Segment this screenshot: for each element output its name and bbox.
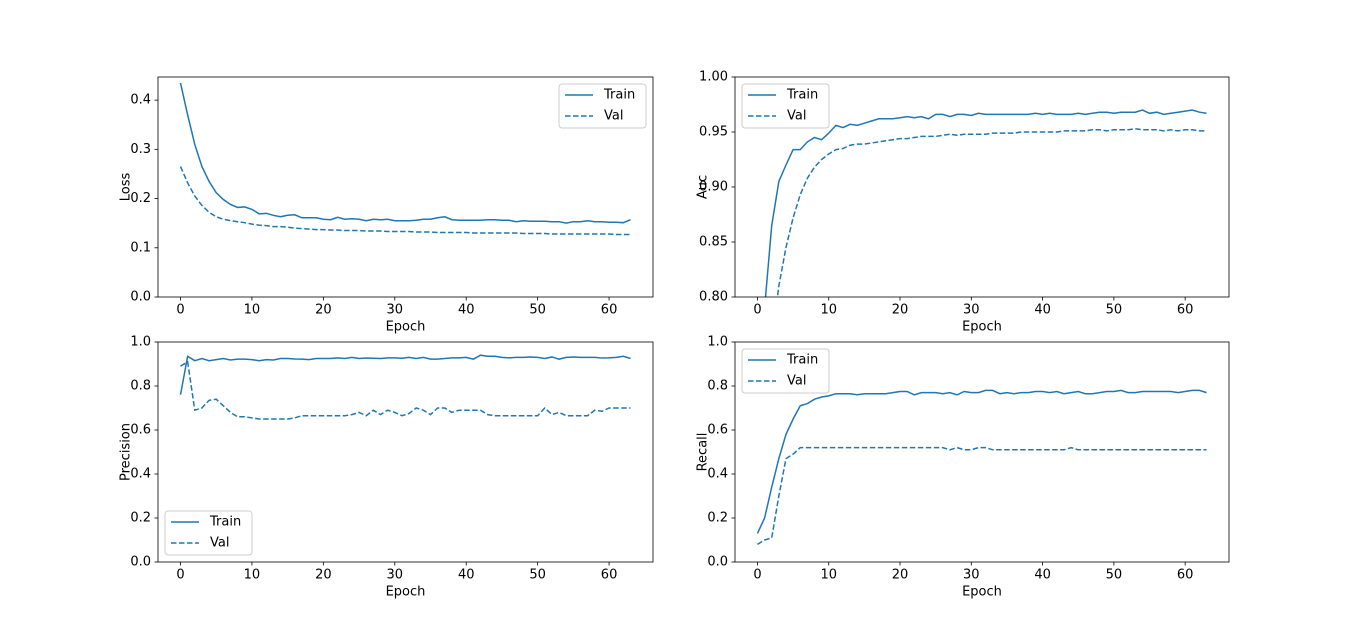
x-tick-label: 50: [529, 303, 546, 318]
y-tick-label: 0.95: [699, 125, 728, 140]
legend: Train Val: [558, 83, 647, 129]
y-tick-label: 1.0: [130, 335, 151, 350]
legend-label: Train: [786, 353, 818, 368]
y-axis-label: Precision: [119, 423, 134, 481]
y-tick-label: 0.3: [130, 142, 151, 157]
series-line: [179, 166, 631, 236]
x-tick-label: 60: [601, 303, 618, 318]
x-axis-label: Epoch: [386, 585, 426, 600]
x-tick-label: 60: [601, 568, 618, 583]
x-tick-label: 0: [753, 303, 761, 318]
x-tick-label: 40: [1034, 303, 1051, 318]
x-tick-label: 50: [1106, 303, 1123, 318]
x-axis-label: Epoch: [962, 320, 1002, 335]
legend-label: Train: [209, 515, 241, 530]
x-axis-label: Epoch: [386, 320, 426, 335]
y-tick-label: 0.0: [130, 555, 151, 570]
x-tick-label: 30: [963, 568, 980, 583]
x-tick-label: 50: [1106, 568, 1123, 583]
x-tick-label: 10: [244, 568, 261, 583]
x-tick-label: 20: [892, 303, 909, 318]
x-axis-label: Epoch: [962, 585, 1002, 600]
series-line: [776, 127, 1207, 297]
x-tick-label: 0: [176, 303, 184, 318]
y-tick-label: 0.4: [130, 93, 151, 108]
legend-label: Val: [604, 109, 623, 124]
axes-frame: [157, 341, 654, 563]
series-line: [757, 446, 1207, 546]
axes-frame: [734, 341, 1230, 563]
x-tick-label: 60: [1177, 303, 1194, 318]
y-tick-label: 0.6: [707, 423, 728, 438]
y-tick-label: 1.00: [699, 70, 728, 85]
y-tick-label: 0.8: [707, 379, 728, 394]
x-tick-label: 10: [820, 568, 837, 583]
axes-frame: [157, 76, 654, 298]
y-tick-label: 0.8: [130, 379, 151, 394]
x-tick-label: 30: [963, 303, 980, 318]
legend-label: Val: [787, 109, 806, 124]
legend: Train Val: [741, 83, 830, 129]
legend: Train Val: [164, 510, 253, 556]
x-tick-label: 30: [387, 303, 404, 318]
x-tick-label: 0: [176, 568, 184, 583]
x-tick-label: 40: [458, 303, 475, 318]
legend-label: Val: [787, 374, 806, 389]
series-line: [764, 109, 1207, 297]
x-tick-label: 20: [892, 568, 909, 583]
x-tick-label: 30: [387, 568, 404, 583]
y-tick-label: 0.1: [130, 240, 151, 255]
y-tick-label: 0.4: [130, 467, 151, 482]
legend-label: Val: [210, 536, 229, 551]
y-axis-label: Recall: [696, 433, 711, 472]
x-tick-label: 50: [529, 568, 546, 583]
legend-label: Train: [786, 88, 818, 103]
y-tick-label: 0.6: [130, 423, 151, 438]
y-axis-label: Loss: [119, 173, 134, 202]
y-tick-label: 0.2: [130, 191, 151, 206]
legend: Train Val: [741, 348, 830, 394]
x-tick-label: 60: [1177, 568, 1194, 583]
y-tick-label: 0.80: [699, 290, 728, 305]
legend-label: Train: [603, 88, 635, 103]
x-tick-label: 20: [315, 303, 332, 318]
x-tick-label: 10: [820, 303, 837, 318]
series-line: [179, 354, 631, 395]
x-tick-label: 40: [458, 568, 475, 583]
y-tick-label: 0.0: [130, 290, 151, 305]
series-line: [179, 82, 631, 224]
x-tick-label: 20: [315, 568, 332, 583]
series-line: [180, 360, 631, 420]
y-tick-label: 0.2: [707, 511, 728, 526]
x-tick-label: 0: [753, 568, 761, 583]
y-tick-label: 1.0: [707, 335, 728, 350]
y-tick-label: 0.2: [130, 511, 151, 526]
y-axis-label: Auc: [696, 175, 711, 199]
series-line: [756, 389, 1207, 534]
y-tick-label: 0.85: [699, 235, 728, 250]
y-tick-label: 0.0: [707, 555, 728, 570]
y-tick-label: 0.90: [699, 180, 728, 195]
x-tick-label: 10: [244, 303, 261, 318]
y-tick-label: 0.4: [707, 467, 728, 482]
x-tick-label: 40: [1034, 568, 1051, 583]
